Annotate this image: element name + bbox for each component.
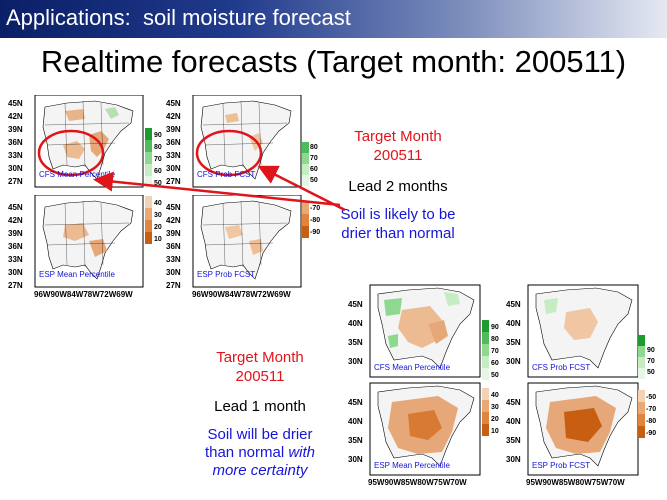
lower-lat-ticks-right-bottom: 45N 40N 35N 30N xyxy=(506,398,521,464)
upper-soil-line-2: drier than normal xyxy=(341,225,455,242)
lower-lon-ticks-right: 95W90W85W80W75W70W xyxy=(526,478,625,487)
lower-lat-ticks-right-top: 45N 40N 35N 30N xyxy=(506,300,521,366)
upper-lat-ticks-right-bottom: 45N 42N 39N 36N 33N 30N 27N xyxy=(166,203,181,290)
upper-lon-ticks-right: 96W90W84W78W72W69W xyxy=(192,290,291,299)
lower-green-scale-left-labels: 90 80 70 60 50 xyxy=(491,324,499,379)
upper-target-month-value: 200511 xyxy=(373,147,423,164)
lower-green-scale-right xyxy=(638,335,648,384)
upper-orange-scale-right-labels: -70 -80 -90 xyxy=(310,205,321,236)
arrow-to-cfs-mean xyxy=(93,171,341,207)
lower-soil-line-2: than normal with xyxy=(180,443,340,462)
lower-map-cfs-mean: CFS Mean Percentile xyxy=(348,280,483,385)
upper-green-scale-left-labels: 90 80 70 60 50 xyxy=(154,132,162,187)
arrow-to-cfs-prob xyxy=(257,165,346,212)
lower-orange-scale-left xyxy=(482,388,500,443)
lower-map-cfs-mean-caption: CFS Mean Percentile xyxy=(374,363,451,372)
upper-orange-scale-left xyxy=(145,196,163,251)
upper-map-cfs-prob: CFS Prob FCST xyxy=(163,94,303,200)
lower-soil-line-2-plain: than normal xyxy=(204,444,289,461)
lower-map-esp-prob-caption: ESP Prob FCST xyxy=(532,461,590,470)
lower-soil-line-3: more certainty xyxy=(212,462,308,479)
header-bar: Applications: soil moisture forecast xyxy=(0,0,667,38)
lower-map-esp-mean-caption: ESP Mean Percentile xyxy=(374,461,450,470)
lower-orange-scale-right xyxy=(638,390,648,443)
header-title: Applications: soil moisture forecast xyxy=(6,5,351,30)
lower-lead-text: Lead 1 month xyxy=(214,398,306,415)
upper-map-esp-mean-caption: ESP Mean Percentile xyxy=(39,270,115,279)
upper-map-cfs-mean: CFS Mean Percentile xyxy=(5,94,145,200)
upper-target-month-label: Target Month xyxy=(354,128,442,145)
upper-lat-ticks-right-top: 45N 42N 39N 36N 33N 30N 27N xyxy=(166,99,181,186)
upper-lat-ticks-left-bottom: 45N 42N 39N 36N 33N 30N 27N xyxy=(8,203,23,290)
lower-target-month-label: Target Month xyxy=(216,349,304,366)
lower-orange-scale-right-labels: -50 -70 -80 -90 xyxy=(646,394,657,437)
upper-soil-line-1: Soil is likely to be xyxy=(340,206,456,223)
page-title: Realtime forecasts (Target month: 200511… xyxy=(40,44,627,79)
upper-map-cfs-mean-caption: CFS Mean Percentile xyxy=(39,170,116,179)
upper-orange-scale-right xyxy=(302,202,320,243)
lower-orange-scale-left-labels: 40 30 20 10 xyxy=(491,392,499,435)
upper-map-esp-prob: ESP Prob FCST xyxy=(163,194,303,300)
lower-green-scale-right-labels: 90 70 50 xyxy=(647,347,655,376)
lower-target-month-value: 200511 xyxy=(235,368,285,385)
lower-soil-line-1: Soil will be drier xyxy=(207,426,313,443)
lower-map-cfs-prob: CFS Prob FCST xyxy=(506,280,641,385)
lower-green-scale-left xyxy=(482,320,500,385)
lower-map-cfs-prob-caption: CFS Prob FCST xyxy=(532,363,590,372)
upper-map-esp-mean: ESP Mean Percentile xyxy=(5,194,145,300)
upper-lat-ticks-left-top: 45N 42N 39N 36N 33N 30N 27N xyxy=(8,99,23,186)
lower-lat-ticks-left-top: 45N 40N 35N 30N xyxy=(348,300,363,366)
lower-lon-ticks-left: 95W90W85W80W75W70W xyxy=(368,478,467,487)
lower-soil-line-2-italic: with xyxy=(288,444,316,461)
upper-lon-ticks-left: 96W90W84W78W72W69W xyxy=(34,290,133,299)
lower-map-esp-prob: ESP Prob FCST xyxy=(506,378,641,483)
upper-green-scale-right xyxy=(302,142,320,191)
upper-map-cfs-prob-caption: CFS Prob FCST xyxy=(197,170,255,179)
upper-green-scale-right-labels: 80 70 60 50 xyxy=(310,144,318,184)
lower-lat-ticks-left-bottom: 45N 40N 35N 30N xyxy=(348,398,363,464)
upper-orange-scale-left-labels: 40 30 20 10 xyxy=(154,200,162,243)
upper-green-scale-left xyxy=(145,128,163,193)
upper-map-esp-prob-caption: ESP Prob FCST xyxy=(197,270,255,279)
upper-lead-text: Lead 2 months xyxy=(348,178,448,195)
lower-map-esp-mean: ESP Mean Percentile xyxy=(348,378,483,483)
